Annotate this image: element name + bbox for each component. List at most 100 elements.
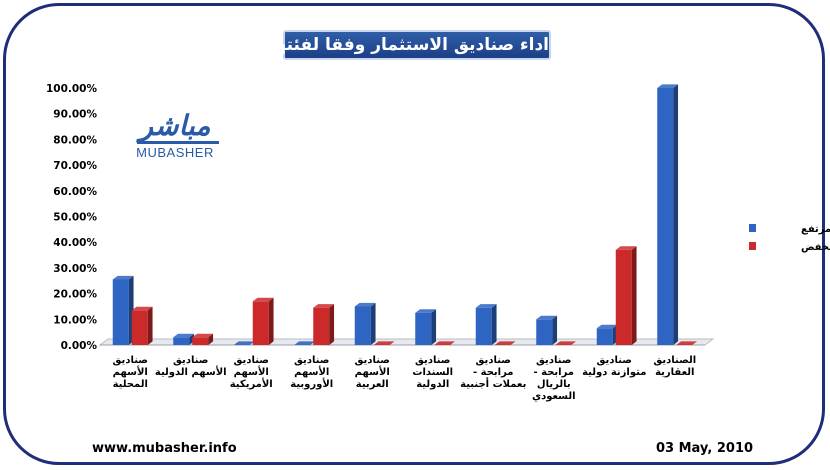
x-category-label: الصناديق العقارية [653, 355, 696, 378]
y-tick-label: 10.00% [53, 314, 97, 326]
legend-label: مرتفع [801, 224, 830, 235]
x-category-label: صناديق الأسهم المحلية [113, 355, 148, 390]
bar-top [415, 309, 437, 313]
x-category-label: صناديق مرابحة -بعملات أجنبية [460, 355, 526, 390]
x-category-label: صناديق الأسهم الأمريكية [230, 355, 273, 390]
y-tick-label: 70.00% [53, 160, 97, 172]
x-category-line: السندات [412, 367, 453, 378]
bars-group [112, 84, 698, 346]
x-category-label: صناديق السندات الدولية [412, 355, 453, 390]
bar-down [676, 341, 698, 345]
bar-down [131, 306, 153, 345]
footer-url: www.mubasher.info [92, 441, 237, 456]
bar-side [268, 297, 274, 345]
bar-side [370, 302, 376, 345]
bar-top [354, 302, 376, 307]
x-category-line: مرابحة - [534, 367, 575, 378]
bar-side [491, 304, 497, 345]
x-category-line: السعودي [532, 391, 576, 402]
x-category-line: صناديق [415, 355, 450, 366]
bar-down [192, 333, 214, 345]
x-category-line: صناديق [294, 355, 329, 366]
bar-flat [294, 341, 316, 345]
y-axis: 0.00% 10.00% 20.00% 30.00% 40.00% 50.00% 60.00… [46, 83, 98, 352]
x-category-line: الأوروبية [290, 377, 333, 390]
logo-underline [137, 141, 219, 144]
logo-arabic-text: مباشر [136, 109, 211, 143]
legend: مرتفع منخفض [749, 224, 830, 253]
bar-front [615, 249, 632, 345]
bar-top [131, 306, 153, 311]
mubasher-logo: مباشر MUBASHER [136, 109, 219, 160]
bar-top [475, 304, 497, 308]
bar-side [208, 333, 214, 345]
bar-front [657, 88, 674, 345]
bar-up [233, 341, 255, 345]
x-category-line: صناديق [113, 355, 148, 366]
bar-side [631, 246, 637, 345]
x-category-label: صناديق الأسهم الأوروبية [290, 355, 333, 390]
bar-front [415, 312, 432, 345]
bar-top [596, 324, 618, 329]
x-category-line: مرابحة - [473, 367, 514, 378]
bar-side [673, 84, 679, 346]
bar-front [192, 337, 209, 345]
x-category-line: صناديق [597, 355, 632, 366]
bar-top [615, 246, 637, 250]
legend-swatch [749, 224, 756, 232]
bar-flat [373, 341, 395, 345]
x-category-line: صناديق [476, 355, 511, 366]
x-category-line: العقارية [655, 367, 694, 378]
x-category-line: صناديق [355, 355, 390, 366]
bar-down [494, 341, 516, 345]
x-category-line: صناديق [234, 355, 269, 366]
bar-top [252, 297, 274, 302]
bar-front [173, 337, 190, 345]
bar-top [536, 315, 558, 320]
bar-up [112, 275, 134, 345]
bar-top [192, 333, 214, 338]
bar-front [112, 279, 129, 345]
bar-flat [555, 341, 577, 345]
x-category-line: الأسهم [294, 365, 329, 378]
bar-side [329, 304, 335, 345]
x-category-line: الصناديق [653, 355, 696, 366]
bar-up [596, 324, 618, 345]
x-category-label: صناديق الأسهم العربية [355, 355, 390, 390]
bar-side [552, 315, 558, 345]
bar-front [313, 307, 330, 345]
x-category-line: متوازنة دولية [582, 367, 646, 378]
bar-top [112, 275, 134, 280]
bar-flat [233, 341, 255, 345]
chart-frame [3, 3, 825, 465]
bar-down [252, 297, 274, 345]
chart-title: اداء صناديق الاستثمار وفقا لفئتها [269, 30, 551, 60]
x-category-line: الأسهم [234, 365, 269, 378]
bar-down [434, 341, 456, 345]
bar-front [252, 301, 269, 345]
bar-top [657, 84, 679, 88]
x-category-line: الدولية [416, 379, 449, 390]
y-tick-label: 40.00% [53, 237, 97, 249]
bar-up [294, 341, 316, 345]
x-category-line: صناديق [536, 355, 571, 366]
bar-up [354, 302, 376, 345]
y-tick-label: 50.00% [53, 212, 97, 224]
bar-up [173, 333, 195, 345]
y-tick-label: 0.00% [61, 340, 98, 352]
x-category-line: الأسهم [113, 365, 148, 378]
y-tick-label: 60.00% [53, 186, 97, 198]
y-tick-label: 20.00% [53, 289, 97, 301]
x-category-label: صناديق مرابحة -بالريال السعودي [532, 355, 576, 402]
bar-side [147, 306, 153, 345]
x-category-line: الأسهم [355, 365, 390, 378]
bar-down [373, 341, 395, 345]
x-category-line: بعملات أجنبية [460, 377, 526, 390]
y-tick-label: 80.00% [53, 134, 97, 146]
bar-front [536, 319, 553, 345]
footer-date: 03 May, 2010 [656, 441, 754, 456]
x-category-line: العربية [356, 379, 389, 390]
bar-front [131, 310, 148, 345]
bar-up [415, 309, 437, 345]
